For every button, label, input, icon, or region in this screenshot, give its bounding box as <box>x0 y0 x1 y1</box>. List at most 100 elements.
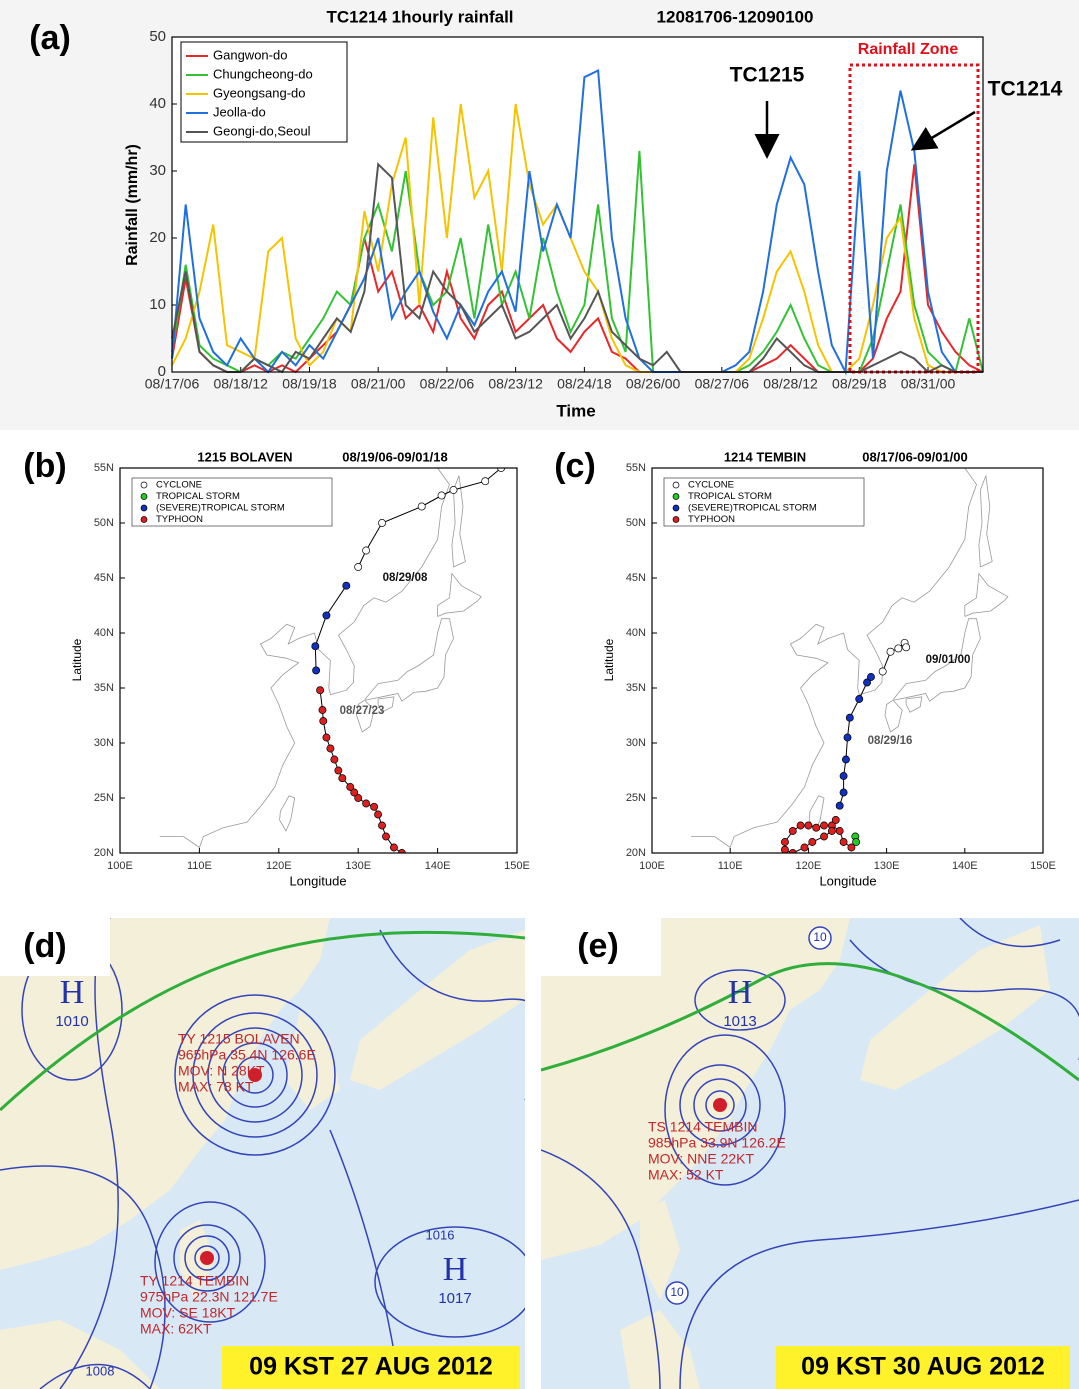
coastline <box>279 795 296 832</box>
legend-label: TROPICAL STORM <box>688 491 772 502</box>
track-point <box>354 794 363 802</box>
plot-content <box>159 468 506 853</box>
chart-title: 1215 BOLAVEN <box>197 449 292 464</box>
y-tick-label: 55N <box>94 462 114 474</box>
front <box>541 962 1079 1082</box>
panel-label: (c) <box>554 447 596 485</box>
track-point <box>788 827 797 835</box>
track-point <box>417 502 426 511</box>
land <box>640 1200 680 1300</box>
legend-label: TYPHOON <box>156 514 203 525</box>
y-tick-label: 55N <box>626 462 646 474</box>
x-tick-label: 08/18/12 <box>213 376 268 392</box>
track-point <box>350 788 359 797</box>
y-tick-label: 25N <box>94 792 114 804</box>
chart-subtitle: 12081706-12090100 <box>657 7 814 26</box>
track-point <box>863 678 872 687</box>
typhoon-info: MOV: SE 18KT <box>140 1305 236 1321</box>
chart-title: 1214 TEMBIN <box>724 449 806 464</box>
y-axis-label: Latitude <box>602 638 616 681</box>
x-tick-label: 110E <box>718 860 743 872</box>
track-point <box>311 642 320 651</box>
coastline <box>964 572 1009 617</box>
isobar-label: 1016 <box>426 1227 455 1242</box>
typhoon-center <box>200 1251 214 1265</box>
track-point <box>796 821 805 830</box>
annotation-arrow <box>910 110 976 151</box>
typhoon-info: MAX: 78 KT <box>178 1079 254 1095</box>
legend-box <box>131 477 333 527</box>
track-point <box>839 772 848 780</box>
x-tick-label: 130E <box>345 860 371 872</box>
track-point <box>804 821 813 830</box>
y-tick-label: 40 <box>149 95 166 112</box>
track-point <box>878 667 887 676</box>
land <box>541 918 850 1260</box>
track-point <box>319 717 328 725</box>
coastline <box>377 696 395 713</box>
weather-map-e <box>541 918 1079 1389</box>
x-tick-label: 120E <box>266 860 292 872</box>
typhoon-info: 985hPa 33.9N 126.2E <box>648 1135 786 1151</box>
x-tick-label: 150E <box>1030 860 1056 872</box>
chart-subtitle: 08/19/06-09/01/18 <box>342 449 448 464</box>
isobar-label: 1008 <box>86 1363 115 1378</box>
track-point <box>378 821 386 830</box>
isobar-label: 10 <box>670 1285 684 1299</box>
legend-marker <box>140 493 148 500</box>
y-tick-label: 20 <box>149 229 166 246</box>
track-point <box>354 563 363 571</box>
x-tick-label: 08/23/12 <box>488 376 543 392</box>
x-axis-label: Longitude <box>289 873 346 888</box>
y-tick-label: 50 <box>149 28 166 45</box>
coastline <box>905 696 923 713</box>
y-tick-label: 50N <box>626 517 646 529</box>
track-point <box>378 519 386 527</box>
legend-label: TYPHOON <box>688 514 735 525</box>
legend-label: (SEVERE)TROPICAL STORM <box>156 503 285 514</box>
legend-label: TROPICAL STORM <box>156 491 240 502</box>
legend-marker <box>140 481 148 489</box>
track-point <box>902 643 911 652</box>
legend-label: Chungcheong-do <box>213 66 313 81</box>
label-background <box>541 918 661 976</box>
weather-map-d <box>0 918 525 1389</box>
track-line <box>357 468 502 568</box>
track-point <box>841 755 850 764</box>
track-point <box>827 827 836 835</box>
isobar-label: 10 <box>813 930 827 944</box>
track-point <box>449 486 458 494</box>
legend-box <box>663 477 865 527</box>
front <box>0 930 525 1112</box>
track-point <box>820 832 828 841</box>
track-point <box>322 733 331 742</box>
isobar-label-circle <box>808 926 832 950</box>
y-tick-label: 25N <box>626 792 646 804</box>
track-point <box>835 827 844 835</box>
track-point <box>342 581 351 590</box>
coastline <box>978 475 993 568</box>
legend-marker <box>672 504 680 512</box>
map-date: 09 KST 30 AUG 2012 <box>801 1353 1045 1381</box>
legend-marker <box>672 493 680 500</box>
track-point <box>839 838 848 846</box>
track-point <box>362 799 371 808</box>
legend-marker <box>140 504 148 512</box>
high-pressure-value: 1017 <box>438 1290 471 1307</box>
track-point <box>820 821 828 830</box>
track-point <box>362 546 371 555</box>
track-point <box>346 783 355 791</box>
track-point <box>318 706 327 714</box>
track-point <box>316 686 325 695</box>
y-tick-label: 20N <box>94 847 114 859</box>
legend-label: CYCLONE <box>156 480 202 491</box>
track-point <box>780 845 789 853</box>
track-annotation: 08/29/16 <box>868 735 913 747</box>
chart-title: TC1214 1hourly rainfall <box>326 7 513 26</box>
track-point <box>845 713 854 722</box>
track-point <box>374 810 382 819</box>
y-tick-label: 35N <box>626 682 646 694</box>
plot-area <box>652 468 1043 853</box>
plot-frame <box>651 467 1044 854</box>
